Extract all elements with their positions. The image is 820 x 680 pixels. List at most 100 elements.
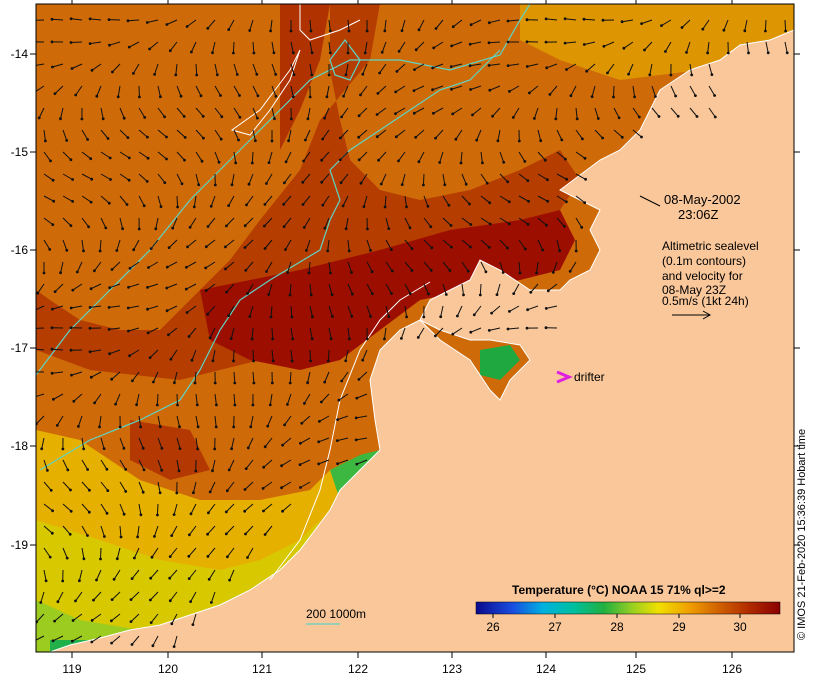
velocity-arrow (404, 261, 413, 271)
velocity-arrow-head (86, 138, 89, 141)
altimetry-note-line: 08-May 23Z (662, 283, 726, 297)
velocity-arrow (337, 415, 349, 421)
velocity-arrow-head (72, 399, 76, 403)
velocity-arrow-head (546, 178, 549, 182)
velocity-arrow (226, 481, 235, 492)
velocity-arrow-head (347, 29, 351, 33)
velocity-arrow-head (196, 425, 200, 429)
velocity-arrow-head (148, 47, 152, 51)
velocity-arrow-head (487, 64, 491, 67)
velocity-arrow (455, 129, 463, 140)
velocity-arrow-head (171, 226, 175, 230)
velocity-arrow-head (61, 447, 65, 451)
velocity-arrow (565, 41, 577, 44)
velocity-arrow (119, 195, 128, 205)
velocity-arrow (225, 261, 235, 270)
velocity-arrow (91, 63, 102, 71)
velocity-arrow (271, 41, 275, 53)
velocity-arrow-head (580, 226, 584, 229)
velocity-arrow (119, 503, 125, 515)
velocity-arrow (476, 129, 482, 141)
velocity-arrow-head (225, 224, 228, 228)
velocity-arrow (128, 305, 140, 309)
velocity-arrow-head (44, 579, 48, 583)
altimetry-note-line: and velocity for (662, 269, 743, 283)
velocity-arrow (233, 107, 241, 118)
velocity-arrow (132, 63, 140, 74)
velocity-arrow (62, 503, 72, 512)
velocity-arrow (309, 327, 313, 339)
velocity-arrow-head (158, 491, 162, 495)
velocity-arrow-head (304, 138, 307, 142)
velocity-arrow-head (107, 328, 111, 331)
velocity-arrow-head (622, 46, 626, 50)
sst-field (36, 4, 794, 652)
velocity-arrow (473, 305, 482, 316)
velocity-arrow-head (132, 72, 135, 75)
velocity-arrow (212, 41, 216, 53)
velocity-arrow (303, 393, 311, 404)
velocity-arrow-head (189, 600, 193, 603)
velocity-arrow (337, 459, 349, 465)
velocity-arrow-head (459, 161, 463, 165)
altimetry-note-line: Altimetric sealevel (662, 239, 759, 253)
velocity-arrow-head (232, 359, 235, 363)
velocity-arrow-head (654, 95, 657, 98)
velocity-arrow-head (42, 271, 46, 275)
velocity-arrow (225, 525, 235, 535)
velocity-arrow-head (413, 68, 416, 71)
velocity-arrow-head (225, 290, 229, 294)
velocity-arrow-head (394, 90, 398, 94)
velocity-arrow (99, 239, 102, 252)
velocity-arrow-head (478, 293, 482, 297)
velocity-arrow (131, 635, 140, 645)
velocity-arrow-head (309, 293, 313, 297)
velocity-arrow-head (427, 292, 430, 296)
velocity-arrow-head (378, 71, 381, 75)
velocity-arrow-head (291, 51, 295, 55)
velocity-arrow (51, 348, 64, 351)
velocity-arrow-head (487, 245, 491, 249)
velocity-arrow-head (130, 577, 134, 580)
velocity-arrow-head (331, 315, 334, 318)
velocity-arrow-head (244, 467, 248, 470)
velocity-arrow-head (271, 359, 275, 363)
velocity-arrow-head (122, 446, 126, 450)
velocity-arrow-head (149, 247, 153, 251)
velocity-arrow-head (199, 94, 203, 98)
velocity-arrow (100, 525, 105, 537)
velocity-arrow (489, 327, 501, 331)
velocity-arrow-head (133, 556, 136, 560)
velocity-arrow (52, 371, 64, 374)
velocity-arrow (569, 261, 577, 272)
velocity-arrow-head (354, 438, 358, 442)
velocity-arrow (119, 173, 130, 181)
velocity-arrow-head (213, 183, 217, 187)
velocity-arrow (555, 107, 558, 119)
velocity-arrow (212, 349, 216, 361)
velocity-arrow-head (541, 248, 545, 252)
velocity-arrow (36, 393, 45, 398)
velocity-arrow (345, 349, 349, 361)
velocity-arrow-head (149, 621, 153, 624)
velocity-arrow (265, 173, 273, 184)
velocity-arrow-head (648, 73, 652, 77)
velocity-arrow-head (50, 40, 54, 44)
time-label: 23:06Z (678, 207, 719, 222)
velocity-arrow-head (528, 91, 531, 95)
velocity-arrow-head (283, 423, 286, 427)
velocity-arrow (60, 107, 64, 119)
velocity-arrow-head (743, 29, 747, 33)
velocity-arrow (171, 525, 178, 536)
velocity-arrow-head (82, 249, 85, 253)
velocity-arrow-head (506, 19, 510, 23)
velocity-arrow (328, 19, 331, 31)
velocity-arrow-head (302, 159, 305, 163)
velocity-arrow (195, 437, 199, 449)
velocity-arrow-head (126, 136, 130, 140)
velocity-arrow-head (346, 51, 350, 55)
velocity-arrow (37, 283, 45, 294)
velocity-arrow (451, 63, 463, 68)
velocity-arrow-head (93, 401, 96, 405)
velocity-arrow-head (544, 40, 548, 44)
